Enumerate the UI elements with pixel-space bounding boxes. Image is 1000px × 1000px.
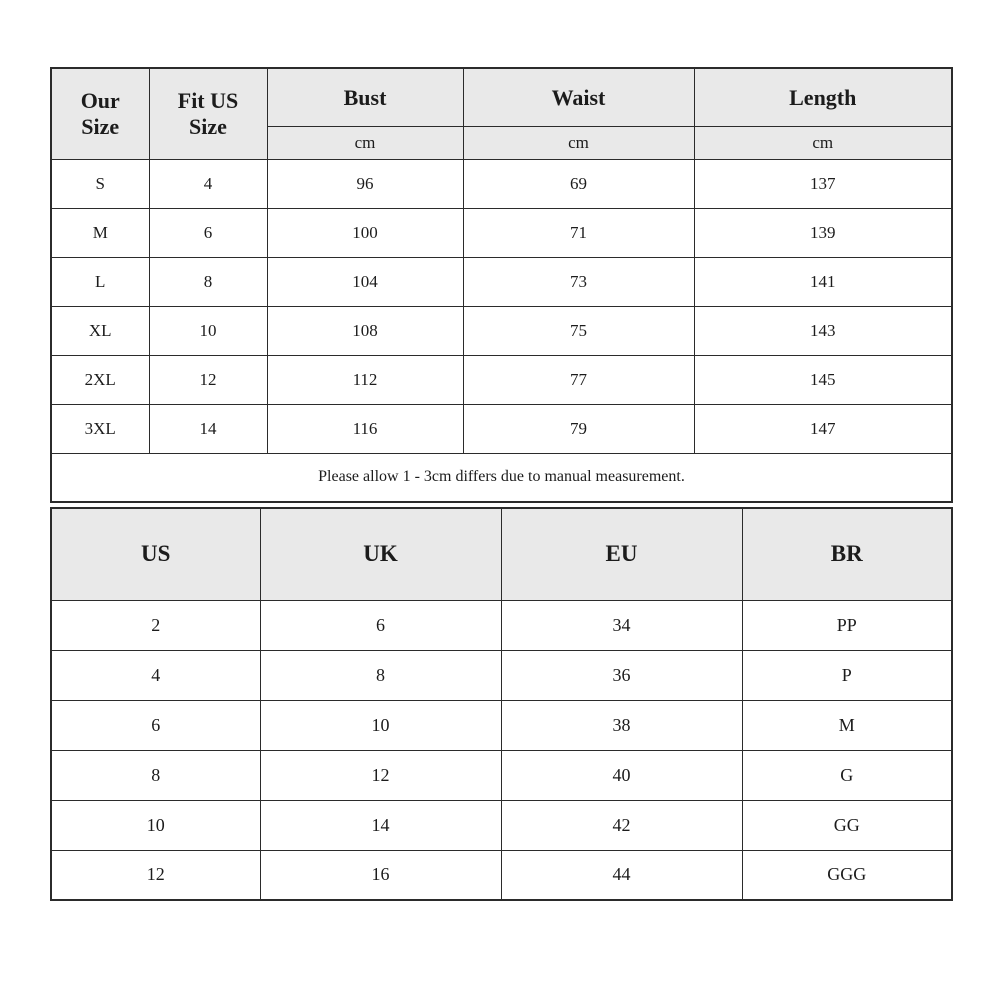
fit-us-cell: 10: [148, 305, 268, 356]
table-row: 6 10 38 M: [50, 699, 953, 751]
eu-cell: 34: [500, 599, 743, 651]
br-cell: GGG: [741, 849, 953, 901]
bust-cell: 116: [266, 403, 464, 454]
length-cell: 141: [693, 256, 953, 307]
us-cell: 10: [50, 799, 261, 851]
table-row: 12 16 44 GGG: [50, 849, 953, 901]
header-uk: UK: [259, 507, 502, 601]
size-cell: S: [50, 158, 150, 209]
size-cell: XL: [50, 305, 150, 356]
unit-waist: cm: [462, 125, 695, 160]
header-us: US: [50, 507, 261, 601]
header-length: Length: [693, 67, 953, 127]
br-cell: PP: [741, 599, 953, 651]
eu-cell: 38: [500, 699, 743, 751]
header-eu: EU: [500, 507, 743, 601]
bust-cell: 112: [266, 354, 464, 405]
size-measurement-table: Our Size Fit US Size Bust Waist Length c…: [50, 67, 953, 503]
eu-cell: 44: [500, 849, 743, 901]
table-row: 8 12 40 G: [50, 749, 953, 801]
uk-cell: 8: [259, 649, 502, 701]
size-cell: M: [50, 207, 150, 258]
size-cell: 2XL: [50, 354, 150, 405]
header-br: BR: [741, 507, 953, 601]
length-cell: 147: [693, 403, 953, 454]
eu-cell: 42: [500, 799, 743, 851]
unit-length: cm: [693, 125, 953, 160]
br-cell: P: [741, 649, 953, 701]
table-row: S 4 96 69 137: [50, 158, 953, 209]
fit-us-cell: 12: [148, 354, 268, 405]
uk-cell: 14: [259, 799, 502, 851]
us-cell: 4: [50, 649, 261, 701]
waist-cell: 69: [462, 158, 695, 209]
table-row: L 8 104 73 141: [50, 256, 953, 307]
table-row: 3XL 14 116 79 147: [50, 403, 953, 454]
size-cell: L: [50, 256, 150, 307]
us-cell: 2: [50, 599, 261, 651]
fit-us-cell: 14: [148, 403, 268, 454]
br-cell: G: [741, 749, 953, 801]
size-conversion-table: US UK EU BR 2 6 34 PP 4 8 36 P 6 10 38 M…: [50, 507, 953, 901]
uk-cell: 12: [259, 749, 502, 801]
uk-cell: 10: [259, 699, 502, 751]
br-cell: GG: [741, 799, 953, 851]
header-fit-us-size: Fit US Size: [148, 67, 268, 160]
eu-cell: 36: [500, 649, 743, 701]
table-row: XL 10 108 75 143: [50, 305, 953, 356]
us-cell: 8: [50, 749, 261, 801]
br-cell: M: [741, 699, 953, 751]
table-row: M 6 100 71 139: [50, 207, 953, 258]
bust-cell: 108: [266, 305, 464, 356]
eu-cell: 40: [500, 749, 743, 801]
bust-cell: 100: [266, 207, 464, 258]
header-our-size: Our Size: [50, 67, 150, 160]
note-row: Please allow 1 - 3cm differs due to manu…: [50, 452, 953, 503]
header-waist: Waist: [462, 67, 695, 127]
length-cell: 143: [693, 305, 953, 356]
unit-bust: cm: [266, 125, 464, 160]
length-cell: 137: [693, 158, 953, 209]
measurement-note: Please allow 1 - 3cm differs due to manu…: [50, 452, 953, 503]
length-cell: 145: [693, 354, 953, 405]
waist-cell: 79: [462, 403, 695, 454]
bust-cell: 96: [266, 158, 464, 209]
waist-cell: 77: [462, 354, 695, 405]
size-cell: 3XL: [50, 403, 150, 454]
fit-us-cell: 4: [148, 158, 268, 209]
header-bust: Bust: [266, 67, 464, 127]
waist-cell: 75: [462, 305, 695, 356]
fit-us-cell: 8: [148, 256, 268, 307]
uk-cell: 6: [259, 599, 502, 651]
waist-cell: 73: [462, 256, 695, 307]
table-row: 2 6 34 PP: [50, 599, 953, 651]
waist-cell: 71: [462, 207, 695, 258]
table-row: 4 8 36 P: [50, 649, 953, 701]
table-row: 10 14 42 GG: [50, 799, 953, 851]
bust-cell: 104: [266, 256, 464, 307]
fit-us-cell: 6: [148, 207, 268, 258]
length-cell: 139: [693, 207, 953, 258]
table-row: 2XL 12 112 77 145: [50, 354, 953, 405]
us-cell: 12: [50, 849, 261, 901]
uk-cell: 16: [259, 849, 502, 901]
us-cell: 6: [50, 699, 261, 751]
